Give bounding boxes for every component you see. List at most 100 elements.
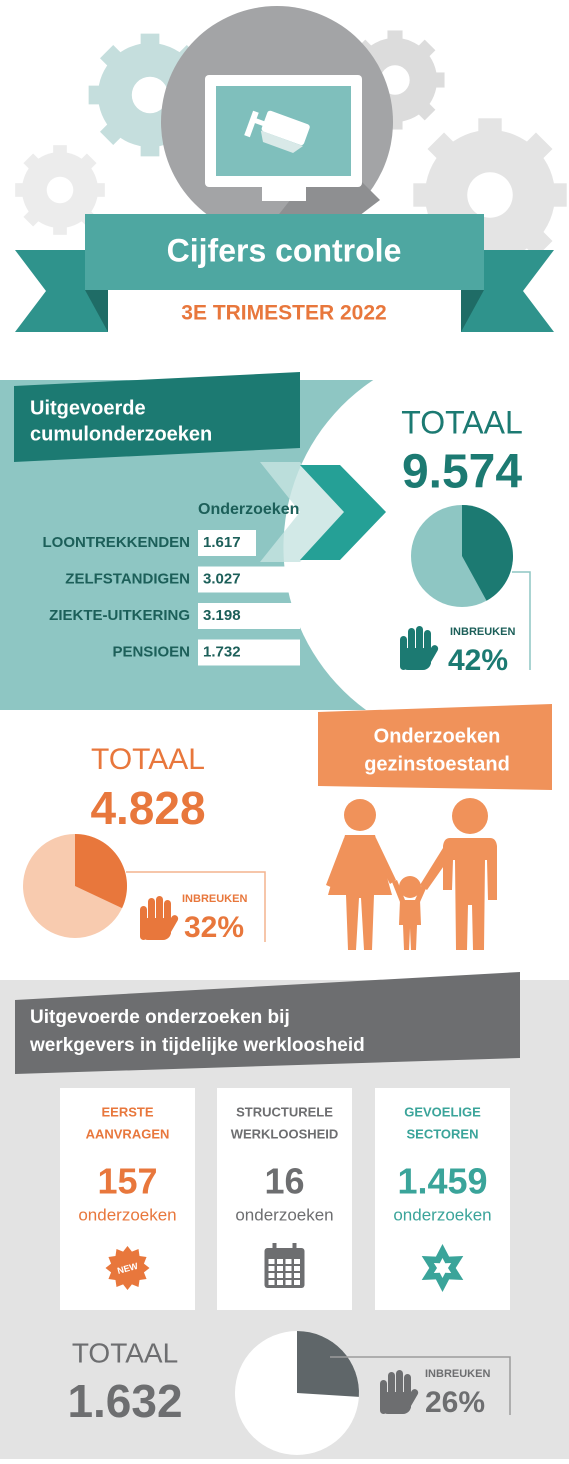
calendar-cell bbox=[277, 1273, 283, 1278]
ribbon-fold bbox=[461, 290, 484, 332]
card-title: WERKLOOSHEID bbox=[231, 1126, 339, 1141]
palm bbox=[380, 1392, 411, 1414]
thumb bbox=[164, 915, 179, 934]
calendar-cell bbox=[268, 1266, 275, 1271]
label-box bbox=[318, 704, 552, 790]
gear-hole bbox=[46, 176, 74, 204]
calendar-cell bbox=[294, 1266, 300, 1271]
card-title: STRUCTURELE bbox=[236, 1104, 333, 1119]
child bbox=[399, 900, 421, 950]
value-box bbox=[198, 566, 310, 593]
rows: LOONTREKKENDEN 1.617 ZELFSTANDIGEN 3.027 ZIE… bbox=[42, 530, 310, 666]
calendar-ring bbox=[292, 1243, 297, 1252]
section-title: Uitgevoerde bbox=[30, 397, 146, 419]
calendar-cell bbox=[277, 1280, 283, 1285]
thumb bbox=[424, 645, 439, 664]
infractions-value: 42% bbox=[448, 644, 508, 677]
arms bbox=[392, 880, 428, 902]
card-count: 157 bbox=[97, 1161, 157, 1202]
total: 4.828 bbox=[90, 782, 205, 834]
new-badge bbox=[105, 1246, 150, 1290]
calendar-cell bbox=[294, 1280, 300, 1285]
gear-hole bbox=[467, 172, 513, 218]
calendar-cell bbox=[285, 1273, 292, 1278]
calendar-ring bbox=[272, 1243, 277, 1252]
hand-icon bbox=[140, 896, 179, 940]
section-title: cumulonderzoeken bbox=[30, 423, 212, 445]
woman bbox=[328, 835, 392, 950]
hand-icon bbox=[380, 1370, 419, 1414]
connector bbox=[126, 871, 266, 942]
star-inner bbox=[433, 1258, 452, 1278]
card-count: 1.459 bbox=[397, 1161, 487, 1202]
ribbon-fold bbox=[85, 290, 108, 332]
title: Cijfers controle bbox=[167, 232, 402, 268]
row-value: 3.198 bbox=[203, 607, 241, 624]
calendar-cell bbox=[285, 1259, 292, 1264]
calendar-cell bbox=[277, 1266, 283, 1271]
pie bbox=[411, 505, 513, 607]
ribbon-tail-right bbox=[461, 250, 554, 332]
total-label: TOTAAL bbox=[91, 743, 205, 776]
section-title: Onderzoeken bbox=[374, 725, 501, 747]
row-value: 3.027 bbox=[203, 570, 241, 587]
card-unit: onderzoeken bbox=[78, 1205, 176, 1224]
infractions-value: 26% bbox=[425, 1386, 485, 1419]
section-title: Uitgevoerde onderzoeken bij bbox=[30, 1007, 290, 1028]
connector bbox=[512, 571, 531, 670]
row-label: PENSIOEN bbox=[112, 643, 190, 660]
value-box bbox=[198, 530, 256, 556]
camera-icon bbox=[244, 110, 310, 153]
infractions-label: INBREUKEN bbox=[425, 1368, 490, 1380]
camera-lens bbox=[260, 130, 304, 153]
family-icon bbox=[326, 798, 497, 950]
label-box bbox=[14, 372, 300, 462]
palm bbox=[140, 918, 171, 940]
card-title: EERSTE bbox=[101, 1104, 153, 1119]
card-title: AANVRAGEN bbox=[86, 1126, 170, 1141]
card-count: 16 bbox=[264, 1161, 304, 1202]
monitor-stand bbox=[262, 187, 306, 201]
calendar-cell bbox=[268, 1259, 275, 1264]
thumb bbox=[404, 1389, 419, 1408]
pie-slice bbox=[462, 505, 513, 601]
arrow bbox=[300, 465, 386, 560]
pie-slice bbox=[297, 1331, 359, 1397]
connector bbox=[330, 1356, 511, 1415]
card-unit: onderzoeken bbox=[235, 1205, 333, 1224]
arm bbox=[420, 848, 448, 890]
hand-icon bbox=[400, 626, 439, 670]
head bbox=[399, 876, 421, 898]
infractions-label: INBREUKEN bbox=[182, 893, 247, 905]
calendar-cell bbox=[294, 1273, 300, 1278]
pie bbox=[235, 1331, 359, 1455]
infractions-label: INBREUKEN bbox=[450, 626, 515, 638]
camera-body bbox=[261, 110, 310, 146]
calendar-cell bbox=[277, 1259, 283, 1264]
label-box bbox=[15, 972, 520, 1074]
head bbox=[344, 799, 376, 831]
subtitle: 3E TRIMESTER 2022 bbox=[181, 302, 386, 325]
calendar-cell bbox=[268, 1280, 275, 1285]
card-unit: onderzoeken bbox=[393, 1205, 491, 1224]
total-label: TOTAAL bbox=[72, 1337, 178, 1368]
value-box bbox=[198, 603, 300, 629]
arrow bbox=[260, 462, 345, 562]
calendar-cell bbox=[285, 1266, 292, 1271]
card-title: SECTOREN bbox=[407, 1126, 479, 1141]
arms bbox=[326, 838, 396, 888]
row-value: 1.617 bbox=[203, 534, 241, 551]
total: 9.574 bbox=[402, 446, 522, 499]
row-value: 1.732 bbox=[203, 643, 241, 660]
head bbox=[452, 798, 488, 834]
ribbon bbox=[85, 214, 484, 290]
gear bbox=[15, 145, 105, 235]
section-title: gezinstoestand bbox=[364, 753, 510, 775]
total: 1.632 bbox=[67, 1375, 182, 1427]
calendar-cell bbox=[268, 1273, 275, 1278]
calendar-cell bbox=[294, 1259, 300, 1264]
row-label: ZIEKTE-UITKERING bbox=[49, 607, 190, 624]
card-title: GEVOELIGE bbox=[404, 1104, 481, 1119]
total-label: TOTAAL bbox=[401, 404, 523, 440]
